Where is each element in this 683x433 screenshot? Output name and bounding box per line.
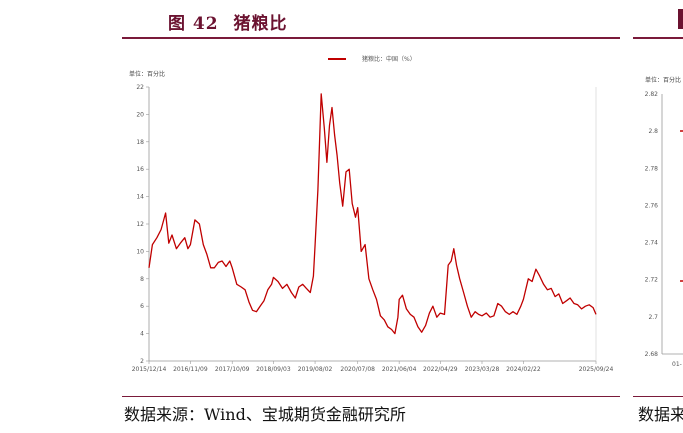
right-title-fragment [678,9,683,29]
y-tick-label: 2 [140,358,144,365]
right-y-tick-label: 2.74 [645,240,659,247]
y-tick-label: 18 [136,139,144,146]
x-tick-label: 2017/10/09 [215,366,250,373]
x-tick-label: 2023/03/28 [465,366,500,373]
y-axis-unit: 单位：百分比 [129,70,165,78]
right-y-tick-label: 2.82 [645,91,659,98]
y-tick-label: 6 [140,303,144,310]
y-tick-label: 4 [140,331,144,338]
x-tick-label: 2015/12/14 [132,366,167,373]
right-y-tick-label: 2.7 [648,314,658,321]
x-tick-label: 2019/08/02 [298,366,333,373]
right-source-fragment: 数据来 [638,405,683,424]
right-source-rule [633,396,683,397]
y-tick-label: 20 [136,111,144,118]
x-tick-label: 2025/09/24 [579,366,614,373]
figure-title: 图 42 猪粮比 [168,9,288,34]
source-note: 数据来源：Wind、宝城期货金融研究所 [124,405,406,424]
y-tick-label: 22 [136,84,144,91]
x-tick-label: 2016/11/09 [173,366,208,373]
x-tick-label: 2018/09/03 [256,366,291,373]
right-y-tick-label: 2.76 [645,202,659,209]
series-line [148,93,597,335]
right-y-tick-label: 2.72 [645,277,659,284]
right-y-tick-label: 2.78 [645,165,659,172]
x-tick-label: 2024/02/22 [506,366,541,373]
right-y-tick-label: 2.8 [648,128,658,135]
title-rule [122,37,620,39]
y-tick-label: 12 [136,221,144,228]
figure-number: 图 42 [168,14,219,34]
figure-name: 猪粮比 [233,14,288,34]
y-tick-label: 16 [136,166,144,173]
right-panel-x-tick: 01- [672,361,682,368]
y-tick-label: 10 [136,248,144,255]
legend-label: 猪粮比：中国（%） [362,55,416,63]
x-tick-label: 2022/04/29 [423,366,458,373]
right-panel-unit: 单位：百分比 [645,76,681,84]
right-y-tick-label: 2.68 [645,351,659,358]
x-tick-label: 2020/07/08 [340,366,375,373]
y-tick-label: 8 [140,276,144,283]
right-title-rule [633,37,683,39]
source-rule [122,396,620,397]
y-tick-label: 14 [136,194,144,201]
right-panel: 2.82 2.8 2.78 2.76 2.74 2.72 2.7 2.68 [645,91,683,358]
x-tick-label: 2021/06/04 [382,366,417,373]
